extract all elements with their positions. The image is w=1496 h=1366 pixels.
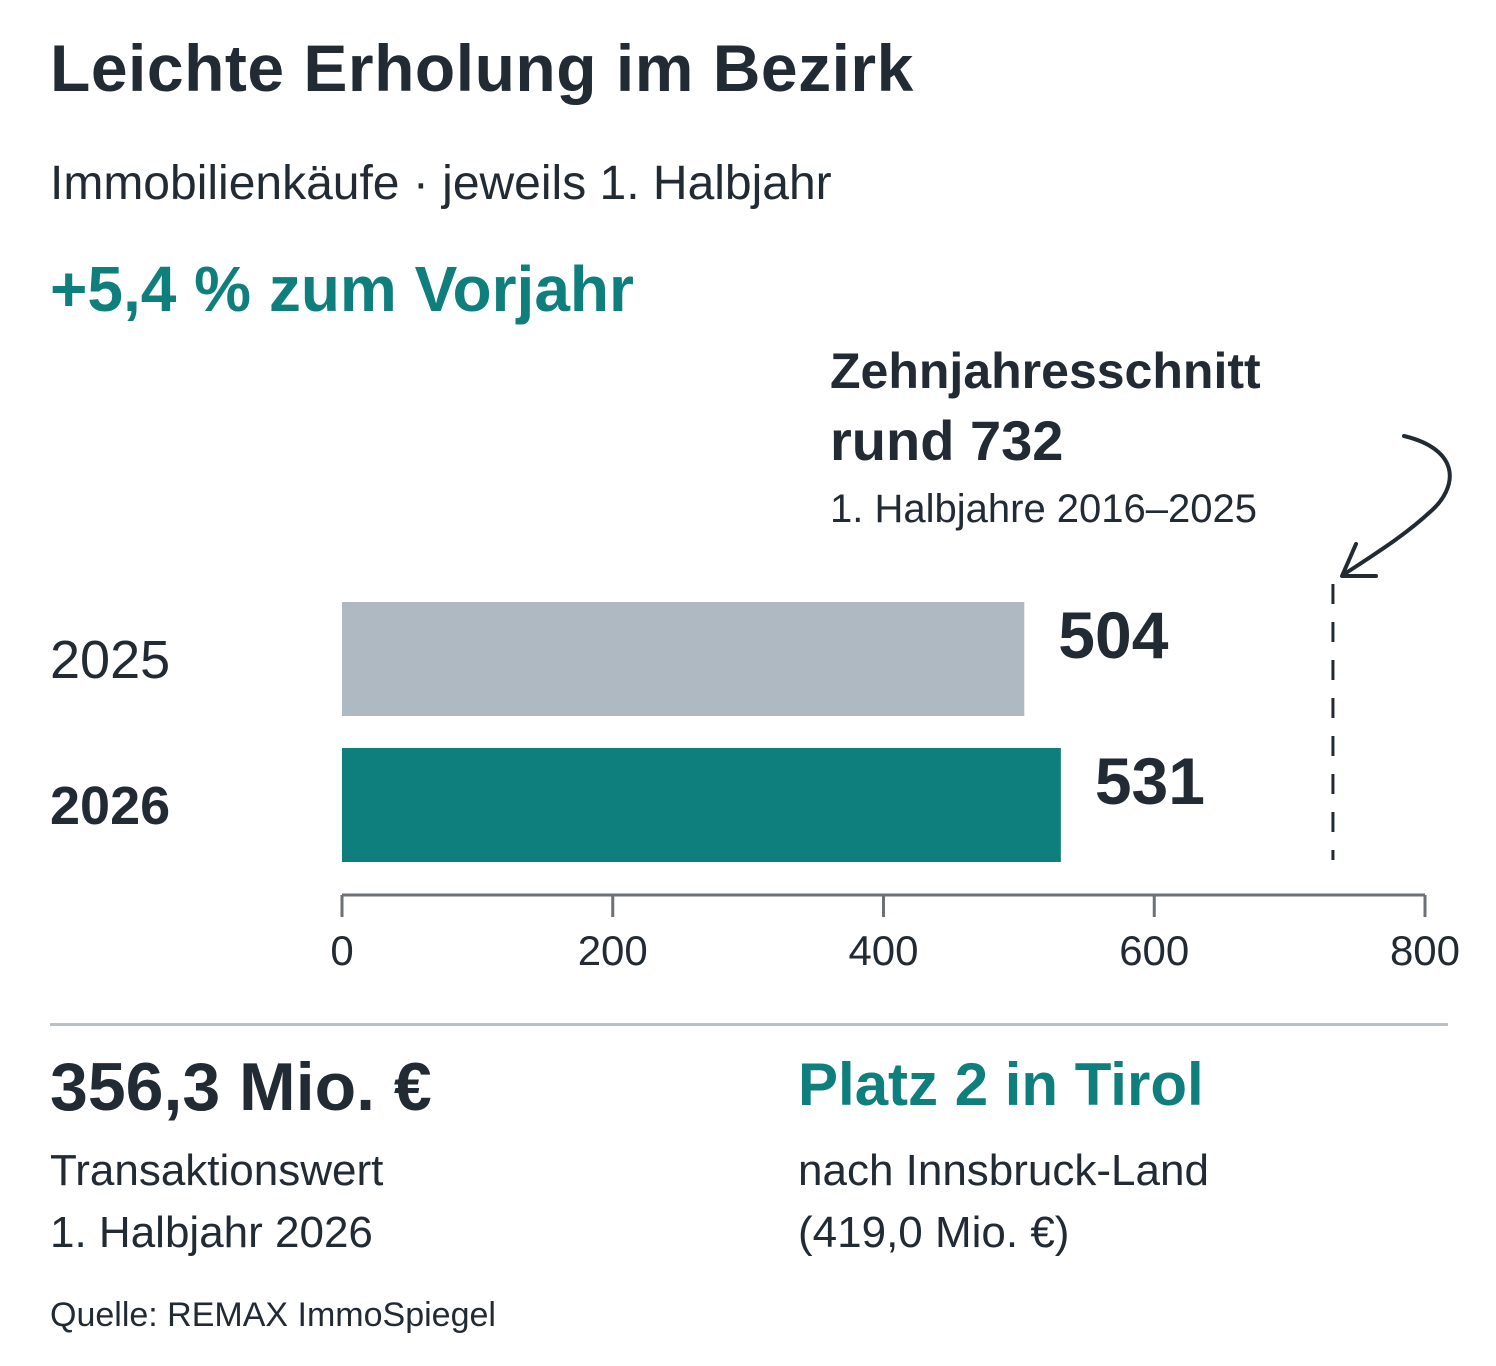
value-label-2026: 531 (1095, 744, 1205, 818)
category-label-2025: 2025 (50, 630, 170, 690)
reference-label-period: 1. Halbjahre 2016–2025 (830, 487, 1257, 531)
reference-label-title: Zehnjahresschnitt (830, 343, 1261, 399)
annotation-arrowhead (1340, 542, 1378, 578)
transaction-value: 356,3 Mio. € (50, 1049, 432, 1125)
bars-layer: 2025 504 2026 531 (50, 598, 1205, 862)
transaction-label: Transaktionswert (50, 1146, 384, 1195)
section-divider (50, 1023, 1448, 1026)
ranking-label: nach Innsbruck-Land (798, 1146, 1209, 1195)
reference-label-value: rund 732 (830, 409, 1063, 472)
x-tick-label-800: 800 (1390, 927, 1460, 974)
x-tick-label-200: 200 (578, 927, 648, 974)
x-tick-label-600: 600 (1119, 927, 1189, 974)
ranking-value: Platz 2 in Tirol (798, 1051, 1204, 1118)
transaction-period: 1. Halbjahr 2026 (50, 1208, 373, 1257)
source-note: Quelle: REMAX ImmoSpiegel (50, 1296, 496, 1334)
chart-title: Leichte Erholung im Bezirk (50, 31, 914, 105)
x-tick-label-0: 0 (330, 927, 353, 974)
annotation-arrow (1344, 434, 1452, 575)
x-tick-label-400: 400 (848, 927, 918, 974)
chart-subtitle: Immobilienkäufe · jeweils 1. Halbjahr (50, 157, 832, 210)
bar-2025 (342, 602, 1025, 716)
x-axis: 0 200 400 600 800 (330, 893, 1460, 974)
category-label-2026: 2026 (50, 776, 170, 836)
change-highlight: +5,4 % zum Vorjahr (50, 253, 634, 325)
bar-2026 (342, 748, 1061, 862)
bar-chart: 2025 504 2026 531 0 200 400 600 800 Zehnjahress… (50, 343, 1460, 974)
reference-layer: Zehnjahresschnitt rund 732 1. Halbjahre 20… (830, 343, 1452, 860)
ranking-comparison: (419,0 Mio. €) (798, 1208, 1070, 1257)
value-label-2025: 504 (1058, 598, 1168, 672)
